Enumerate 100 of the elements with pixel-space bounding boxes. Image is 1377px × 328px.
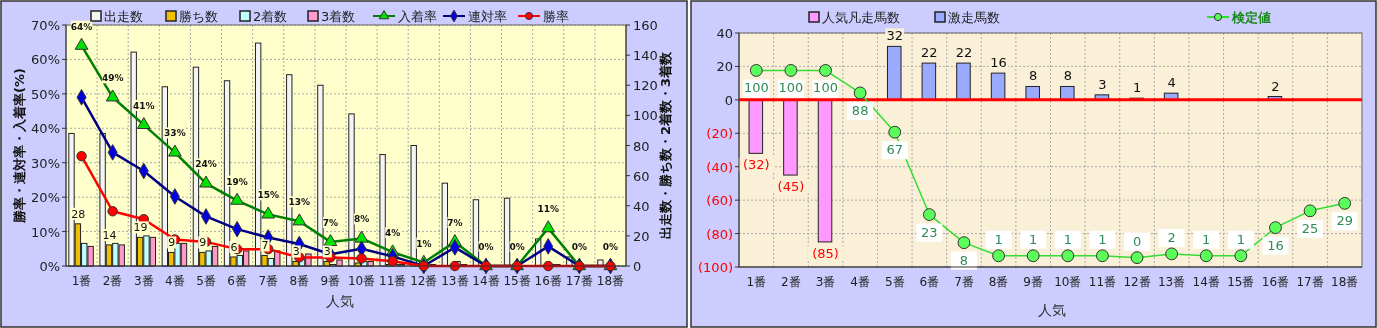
data-label: 7% xyxy=(322,217,339,228)
data-label: 9 xyxy=(168,236,176,250)
data-label: 1 xyxy=(1029,231,1038,247)
data-label: 1 xyxy=(994,231,1003,247)
data-label: 0% xyxy=(571,242,587,252)
x-tick-label: 5番 xyxy=(196,274,216,288)
x-tick-label: 3番 xyxy=(133,274,154,288)
data-label: (85) xyxy=(812,245,839,261)
y-axis-title: 勝率・連対率・入着率(%) xyxy=(12,68,27,224)
x-tick-label: 4番 xyxy=(165,274,185,288)
data-label: 8 xyxy=(1063,68,1072,84)
y-tick-label: 30% xyxy=(31,155,60,171)
x-tick-label: 1番 xyxy=(71,274,92,288)
data-label: 88 xyxy=(851,102,869,118)
x-tick-label: 13番 xyxy=(1158,275,1186,289)
legend-label: 検定値 xyxy=(1231,10,1271,25)
x-tick-label: 18番 xyxy=(1331,275,1359,289)
data-label: 3 xyxy=(323,245,331,259)
x-tick-label: 1番 xyxy=(746,275,767,289)
data-label: 3 xyxy=(1098,76,1107,92)
y-tick-label: 70% xyxy=(31,18,60,33)
data-label: 33% xyxy=(164,128,186,139)
data-label: 24% xyxy=(195,159,217,170)
y-tick-label: (60) xyxy=(706,193,733,209)
y-tick-label: 10% xyxy=(31,224,60,240)
data-label: 67 xyxy=(886,142,904,158)
data-label: 8 xyxy=(1029,68,1038,84)
data-label: 100 xyxy=(813,80,838,96)
data-label: 41% xyxy=(133,100,155,111)
x-axis-title: 人気 xyxy=(326,293,354,309)
y2-tick-label: 20 xyxy=(633,228,650,244)
data-label: 11% xyxy=(537,204,559,215)
y-tick-label: 40% xyxy=(31,121,60,137)
data-label: 22 xyxy=(955,45,973,61)
data-label: (32) xyxy=(742,157,770,173)
legend-label: 2着数 xyxy=(253,9,288,24)
data-label: 3 xyxy=(292,245,300,259)
data-label: 100 xyxy=(778,80,804,96)
x-tick-label: 15番 xyxy=(503,274,531,288)
data-label: 7% xyxy=(447,217,463,228)
x-tick-label: 8番 xyxy=(988,275,1009,289)
data-label: 32 xyxy=(886,28,904,44)
y-tick-label: (20) xyxy=(706,126,733,142)
legend-label: 激走馬数 xyxy=(948,10,1000,25)
x-tick-label: 7番 xyxy=(954,275,974,289)
legend-label: 入着率 xyxy=(398,9,437,24)
data-label: 14 xyxy=(102,228,117,242)
y-tick-label: (80) xyxy=(706,226,733,242)
x-tick-label: 14番 xyxy=(1192,275,1220,289)
data-label: (45) xyxy=(777,179,805,195)
data-label: 9 xyxy=(199,236,207,250)
data-label: 7 xyxy=(261,239,269,253)
data-label: 100 xyxy=(743,80,769,96)
y2-tick-label: 0 xyxy=(633,259,642,274)
data-label: 1 xyxy=(1236,231,1245,247)
x-tick-label: 11番 xyxy=(379,274,407,288)
legend-label: 連対率 xyxy=(468,9,507,24)
data-label: 0 xyxy=(1132,233,1142,249)
x-tick-label: 9番 xyxy=(320,274,341,288)
x-tick-label: 12番 xyxy=(410,274,438,288)
y-tick-label: 20% xyxy=(31,190,60,206)
data-label: 8% xyxy=(353,214,370,225)
y-tick-label: (100) xyxy=(698,260,733,275)
y-tick-label: 0% xyxy=(39,259,60,274)
y2-tick-label: 120 xyxy=(633,78,658,94)
data-label: 28 xyxy=(71,207,86,221)
data-label: 15% xyxy=(257,190,279,201)
x-tick-label: 3番 xyxy=(815,275,836,289)
data-label: 49% xyxy=(101,73,124,84)
data-label: 1 xyxy=(1132,80,1142,96)
legend-label: 勝ち数 xyxy=(179,9,218,24)
data-label: 2 xyxy=(1271,78,1280,94)
data-label: 16 xyxy=(1267,237,1284,253)
data-label: 4 xyxy=(1167,75,1176,91)
y-tick-label: (40) xyxy=(706,159,733,175)
data-label: 64% xyxy=(70,21,93,32)
legend-label: 勝率 xyxy=(543,9,569,24)
y2-axis-title: 出走数・勝ち数・2着数・3着数 xyxy=(658,50,673,240)
data-label: 4% xyxy=(385,228,401,239)
x-tick-label: 4番 xyxy=(850,275,870,289)
x-tick-label: 10番 xyxy=(1054,275,1082,289)
y-tick-label: 50% xyxy=(31,86,60,102)
y-tick-label: 60% xyxy=(31,52,60,68)
x-tick-label: 2番 xyxy=(102,274,123,288)
x-tick-label: 7番 xyxy=(258,274,279,288)
x-tick-label: 13番 xyxy=(441,274,469,288)
data-label: 19% xyxy=(226,176,248,187)
y2-tick-label: 60 xyxy=(633,168,650,184)
data-label: 2 xyxy=(1167,229,1176,245)
x-tick-label: 14番 xyxy=(472,274,500,288)
data-label: 0% xyxy=(602,242,619,252)
y-tick-label: 0 xyxy=(724,92,733,108)
x-tick-label: 9番 xyxy=(1023,275,1044,289)
x-tick-label: 17番 xyxy=(1296,275,1324,289)
data-label: 0% xyxy=(478,242,494,252)
legend-label: 3着数 xyxy=(321,9,356,24)
x-tick-label: 12番 xyxy=(1123,275,1151,289)
y-tick-label: 20 xyxy=(716,59,733,75)
x-tick-label: 15番 xyxy=(1227,275,1255,289)
data-label: 23 xyxy=(921,224,938,240)
